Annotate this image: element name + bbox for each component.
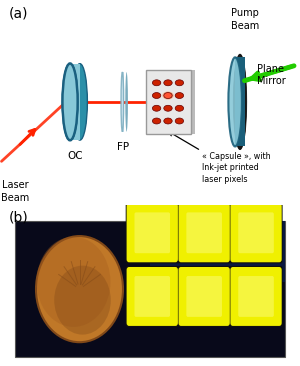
Ellipse shape: [228, 57, 242, 146]
Ellipse shape: [152, 118, 161, 124]
Ellipse shape: [121, 72, 124, 132]
Ellipse shape: [152, 80, 161, 86]
Ellipse shape: [164, 118, 172, 124]
Text: (a): (a): [9, 6, 28, 20]
FancyBboxPatch shape: [238, 276, 274, 317]
FancyBboxPatch shape: [178, 266, 231, 327]
FancyBboxPatch shape: [15, 221, 285, 357]
Ellipse shape: [162, 92, 174, 100]
FancyBboxPatch shape: [134, 276, 170, 317]
Ellipse shape: [175, 93, 184, 98]
Polygon shape: [122, 72, 124, 132]
FancyBboxPatch shape: [150, 221, 285, 283]
FancyBboxPatch shape: [134, 212, 170, 253]
Polygon shape: [235, 57, 245, 146]
FancyBboxPatch shape: [126, 266, 179, 327]
Ellipse shape: [175, 118, 184, 124]
Ellipse shape: [73, 64, 87, 140]
Ellipse shape: [63, 64, 77, 140]
Circle shape: [54, 266, 111, 335]
Ellipse shape: [164, 93, 172, 98]
Polygon shape: [70, 64, 80, 140]
FancyBboxPatch shape: [126, 202, 179, 264]
Text: « Capsule », with
Ink-jet printed
laser pixels: « Capsule », with Ink-jet printed laser …: [202, 152, 271, 184]
FancyBboxPatch shape: [230, 203, 282, 262]
FancyBboxPatch shape: [186, 276, 222, 317]
FancyBboxPatch shape: [186, 212, 222, 253]
Text: Laser
Beam: Laser Beam: [1, 180, 29, 203]
Ellipse shape: [164, 105, 172, 111]
Ellipse shape: [152, 93, 161, 98]
FancyBboxPatch shape: [146, 70, 190, 134]
FancyBboxPatch shape: [178, 267, 230, 326]
Polygon shape: [172, 70, 195, 134]
Text: OC: OC: [67, 151, 83, 161]
FancyBboxPatch shape: [178, 203, 230, 262]
FancyBboxPatch shape: [230, 267, 282, 326]
Ellipse shape: [63, 64, 77, 140]
Ellipse shape: [125, 72, 128, 132]
FancyBboxPatch shape: [178, 202, 231, 264]
Polygon shape: [70, 64, 80, 140]
Ellipse shape: [175, 105, 184, 111]
FancyBboxPatch shape: [238, 212, 274, 253]
FancyBboxPatch shape: [230, 266, 283, 327]
FancyBboxPatch shape: [127, 203, 178, 262]
Text: Plane
Mirror: Plane Mirror: [256, 64, 285, 86]
Text: (b): (b): [9, 210, 29, 224]
Ellipse shape: [152, 105, 161, 111]
Ellipse shape: [73, 64, 84, 140]
Text: FP: FP: [117, 142, 129, 152]
Ellipse shape: [164, 80, 172, 86]
Text: Pump
Beam: Pump Beam: [231, 8, 259, 31]
FancyBboxPatch shape: [127, 267, 178, 326]
Ellipse shape: [233, 54, 247, 150]
Ellipse shape: [175, 80, 184, 86]
FancyBboxPatch shape: [230, 202, 283, 264]
Circle shape: [36, 236, 123, 342]
Circle shape: [37, 237, 110, 327]
